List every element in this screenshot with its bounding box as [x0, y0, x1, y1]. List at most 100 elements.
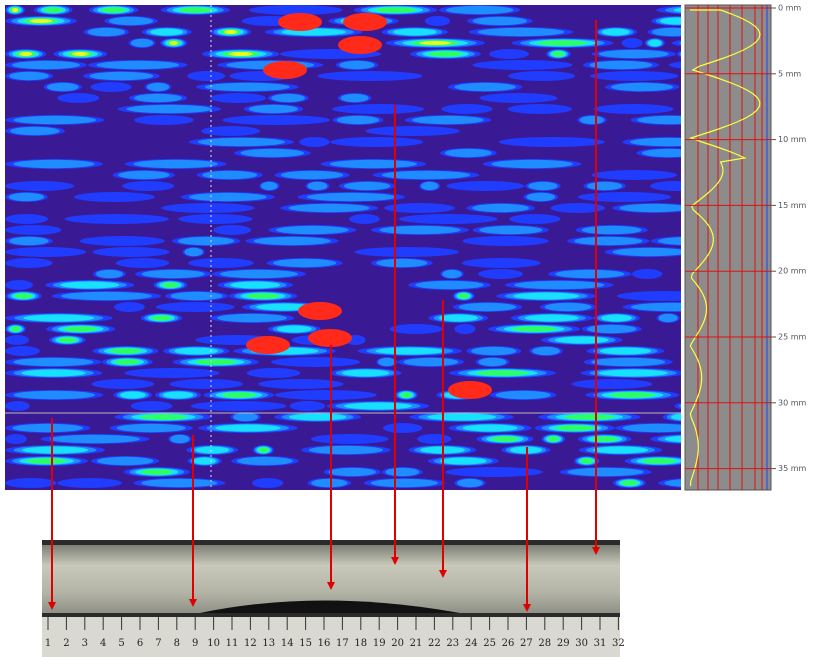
echo: [122, 181, 174, 191]
echo: [14, 293, 32, 299]
echo: [258, 447, 268, 453]
echo: [163, 392, 193, 399]
a-scan-panel: [685, 5, 771, 490]
ruler-label: 20: [391, 638, 404, 649]
echo: [339, 61, 374, 70]
echo: [578, 192, 671, 202]
echo: [131, 401, 173, 411]
figure: 1234567891011121314151617181920212223242…: [0, 0, 826, 657]
echo: [115, 359, 140, 365]
echo: [147, 83, 169, 92]
echo: [390, 324, 443, 334]
echo: [525, 315, 579, 322]
echo: [338, 36, 382, 54]
echo: [548, 436, 560, 442]
echo: [9, 193, 45, 202]
echo: [602, 29, 630, 36]
echo: [337, 116, 379, 125]
echo: [311, 434, 389, 444]
echo: [228, 52, 253, 56]
echo: [87, 28, 125, 37]
echo: [64, 214, 168, 224]
echo: [403, 358, 458, 367]
echo: [412, 116, 484, 125]
echo: [622, 424, 693, 433]
echo: [222, 115, 330, 125]
echo: [19, 52, 32, 56]
echo: [271, 94, 305, 103]
echo: [191, 401, 287, 411]
echo: [222, 392, 257, 398]
echo: [376, 259, 427, 268]
echo: [141, 479, 217, 488]
echo: [341, 94, 369, 103]
echo: [178, 7, 212, 13]
echo: [13, 160, 94, 169]
echo: [590, 71, 678, 81]
echo: [419, 41, 451, 45]
echo: [473, 60, 573, 70]
echo: [489, 49, 529, 59]
depth-label: 15 mm: [778, 201, 807, 210]
echo: [572, 379, 653, 389]
ruler-label: 16: [318, 638, 331, 649]
echo: [371, 479, 438, 488]
echo: [354, 247, 458, 257]
echo: [195, 359, 237, 365]
echo: [72, 52, 89, 56]
echo: [621, 480, 637, 486]
echo: [415, 281, 484, 290]
echo: [80, 236, 165, 246]
echo: [5, 214, 48, 224]
echo: [277, 326, 312, 333]
echo: [178, 237, 235, 246]
echo: [171, 292, 223, 301]
echo: [47, 83, 79, 92]
echo: [478, 269, 523, 279]
echo: [532, 347, 560, 356]
echo: [427, 414, 496, 421]
echo: [442, 270, 461, 279]
echo: [57, 93, 99, 103]
echo: [567, 468, 644, 477]
echo: [61, 292, 152, 301]
echo: [96, 270, 123, 279]
ruler-label: 8: [174, 638, 180, 649]
depth-label: 30 mm: [778, 398, 807, 407]
echo: [50, 435, 140, 444]
echo: [642, 458, 676, 464]
ruler-label: 26: [502, 638, 515, 649]
echo: [600, 348, 651, 355]
ruler-label: 3: [82, 638, 88, 649]
echo: [116, 258, 169, 268]
echo: [393, 29, 437, 36]
echo: [134, 115, 193, 125]
echo: [178, 214, 252, 224]
echo: [648, 40, 661, 47]
echo: [343, 13, 387, 31]
echo: [555, 425, 594, 431]
echo: [89, 72, 153, 81]
echo: [150, 29, 183, 36]
echo: [187, 71, 225, 81]
echo: [5, 335, 29, 345]
echo: [499, 137, 605, 147]
echo: [425, 16, 450, 26]
echo: [12, 8, 18, 12]
echo: [589, 61, 652, 70]
echo: [564, 414, 614, 420]
echo: [9, 72, 49, 81]
echo: [448, 381, 492, 399]
echo: [44, 7, 63, 13]
echo: [290, 401, 325, 411]
echo: [170, 435, 189, 444]
echo: [64, 326, 98, 332]
echo: [445, 467, 543, 477]
echo: [170, 379, 243, 389]
ruler-label: 2: [63, 638, 69, 649]
echo: [601, 315, 632, 322]
echo: [555, 270, 624, 279]
echo: [375, 7, 416, 13]
echo: [215, 425, 281, 432]
echo: [246, 336, 290, 354]
